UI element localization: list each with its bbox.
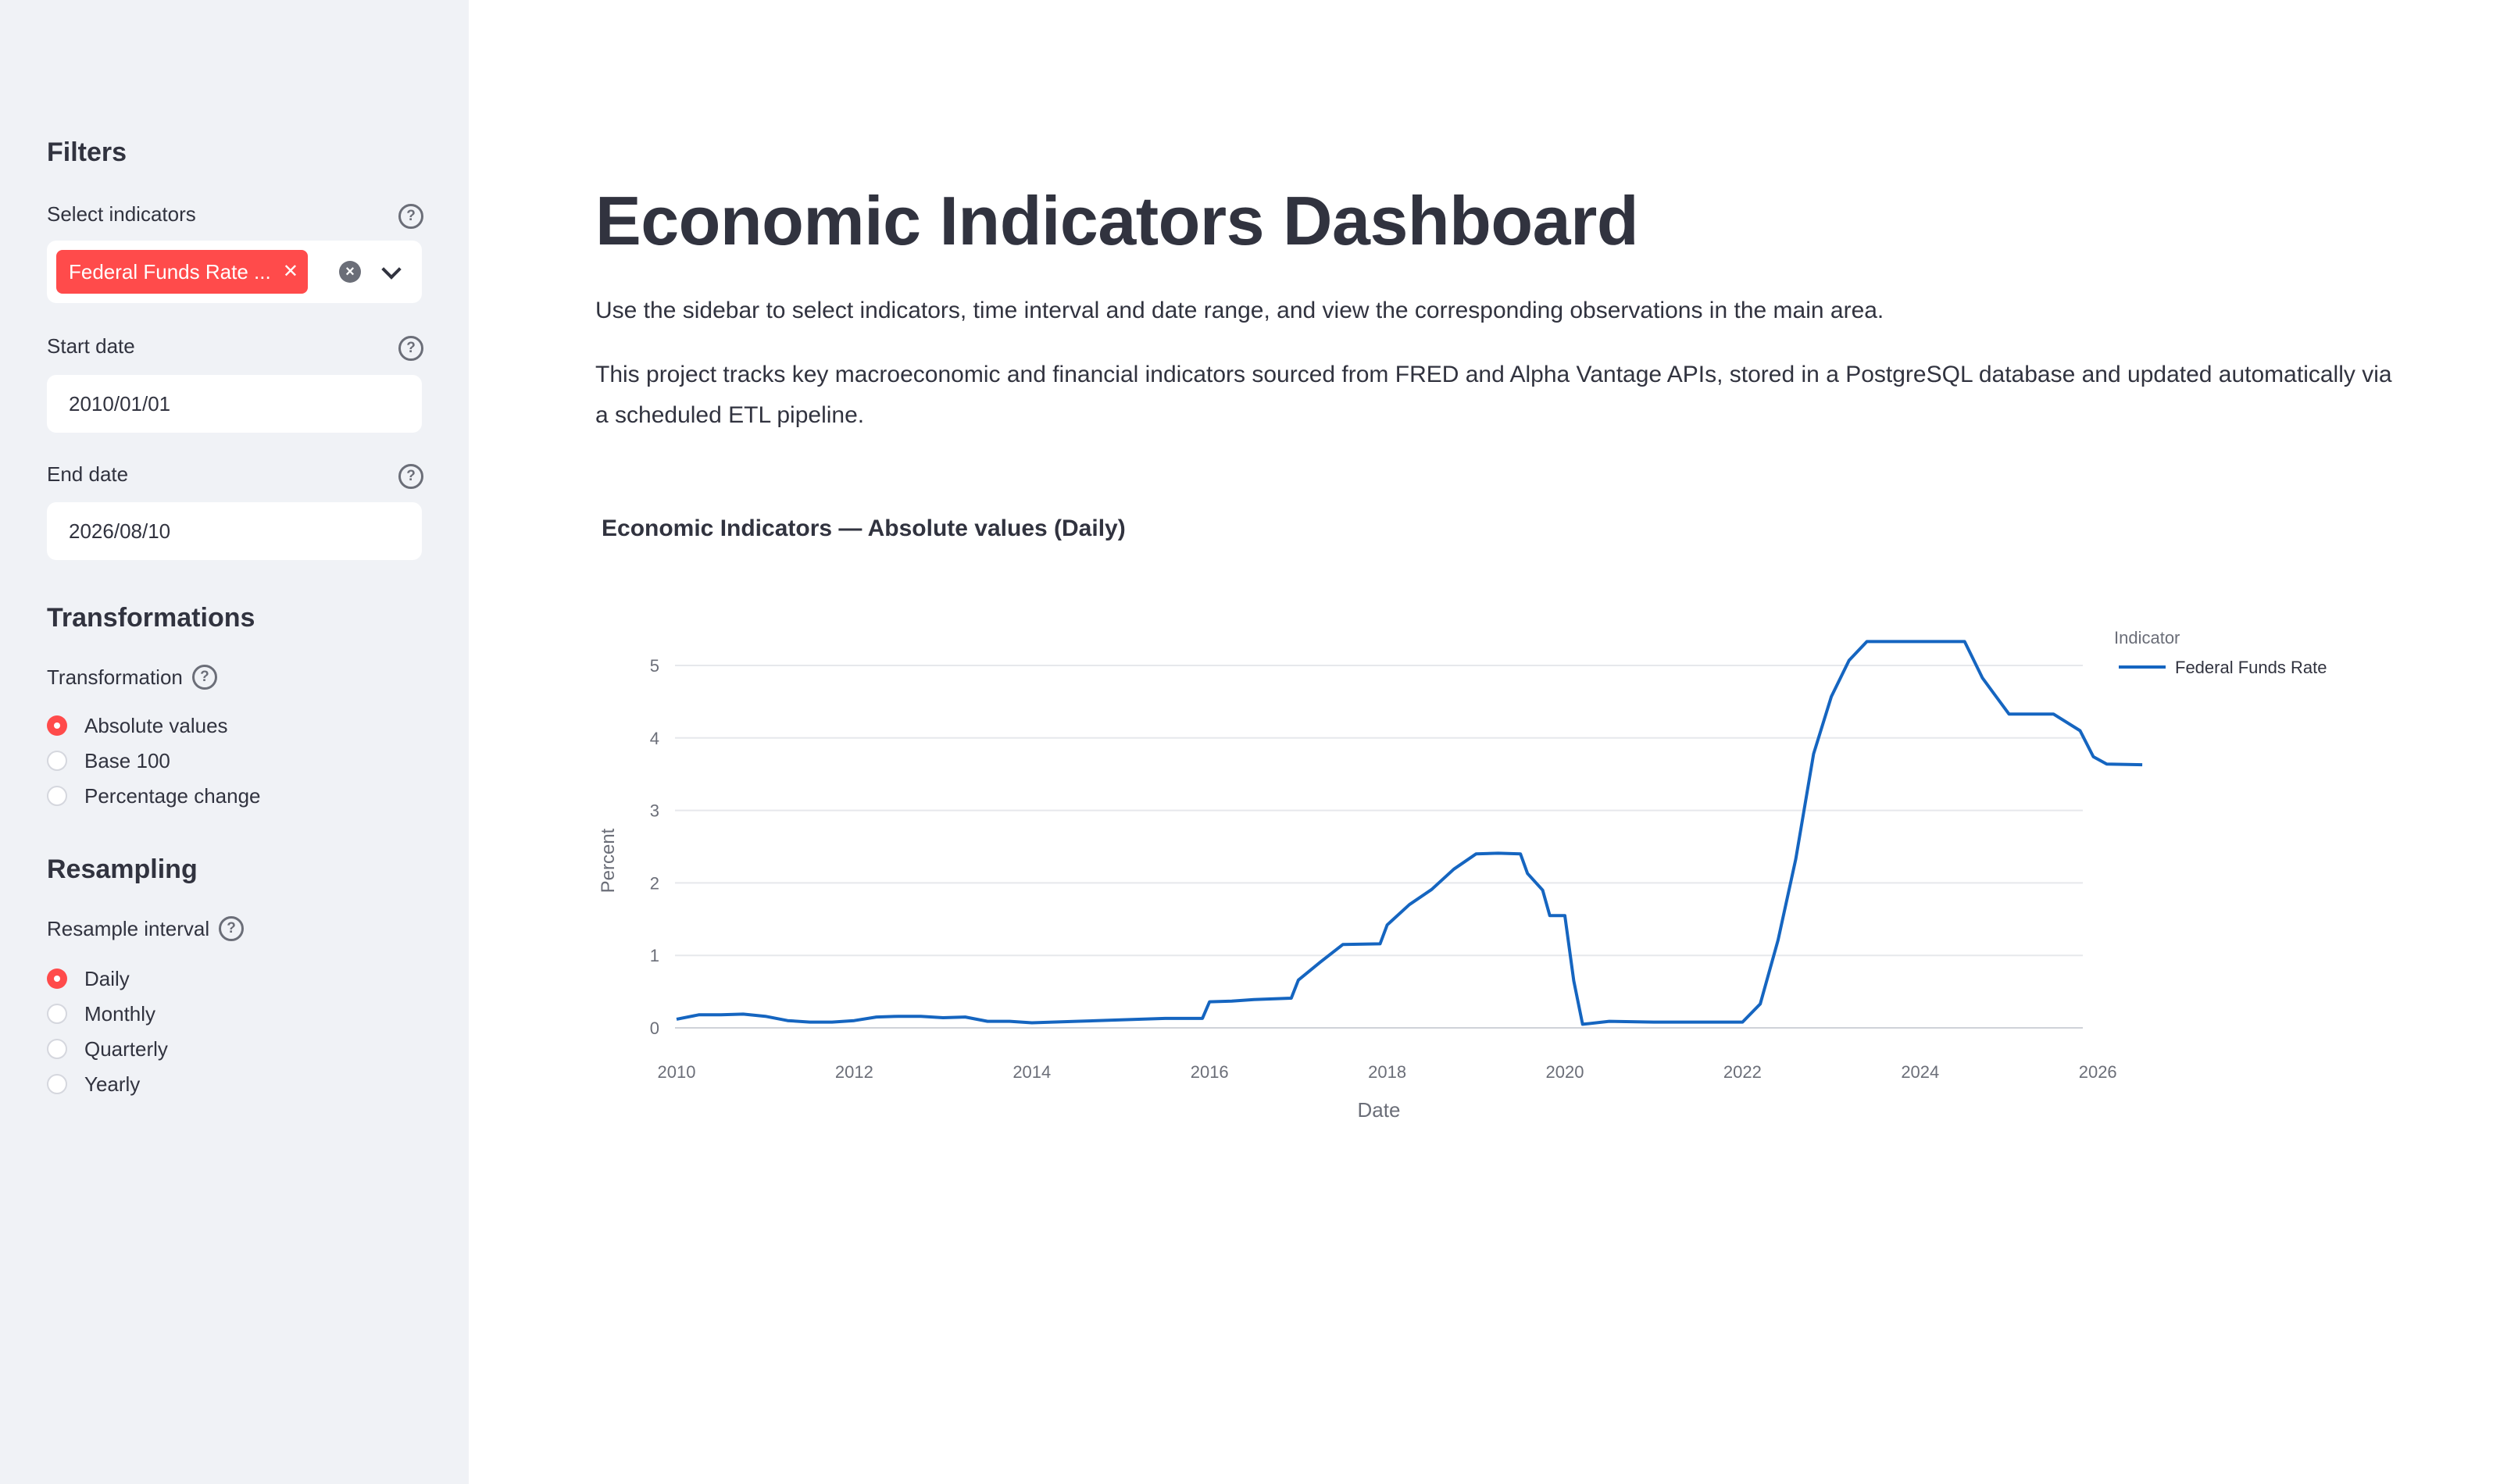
- radio-label: Quarterly: [84, 1037, 168, 1061]
- selected-indicator-chip: Federal Funds Rate ... ✕: [56, 250, 308, 294]
- x-tick-label: 2026: [2079, 1062, 2117, 1082]
- main-area: Economic Indicators Dashboard Use the si…: [469, 0, 2500, 1484]
- x-tick-label: 2010: [658, 1062, 696, 1082]
- transformation-help-icon[interactable]: ?: [191, 665, 217, 690]
- y-tick-label: 0: [650, 1018, 659, 1038]
- select-indicators-label: Select indicators: [47, 202, 196, 226]
- radio-button[interactable]: [47, 1004, 67, 1024]
- radio-button[interactable]: [47, 786, 67, 806]
- clear-all-icon[interactable]: ×: [339, 261, 361, 283]
- x-tick-label: 2020: [1546, 1062, 1584, 1082]
- series-line-federal-funds-rate: [676, 640, 2143, 1026]
- indicators-multiselect[interactable]: Federal Funds Rate ... ✕ ×: [47, 241, 422, 303]
- x-tick-label: 2016: [1191, 1062, 1229, 1082]
- x-tick-label: 2012: [835, 1062, 873, 1082]
- resampling-heading: Resampling: [47, 854, 198, 884]
- transformation-label: Transformation?: [47, 665, 217, 691]
- x-tick-label: 2024: [1901, 1062, 1939, 1082]
- start-date-help-icon[interactable]: ?: [398, 336, 423, 361]
- radio-label: Base 100: [84, 749, 170, 772]
- chip-label: Federal Funds Rate ...: [69, 260, 271, 284]
- radio-button[interactable]: [47, 1039, 67, 1059]
- intro-text: Use the sidebar to select indicators, ti…: [595, 298, 1884, 323]
- start-date-label: Start date: [47, 334, 135, 358]
- x-axis-label: Date: [1358, 1098, 1401, 1122]
- radio-button[interactable]: [47, 751, 67, 771]
- resample-label-text: Resample interval: [47, 917, 210, 940]
- radio-label: Absolute values: [84, 714, 228, 737]
- transformation-label-text: Transformation: [47, 665, 183, 689]
- radio-label: Daily: [84, 967, 130, 990]
- sidebar: Filters Select indicators ? Federal Fund…: [0, 0, 469, 1484]
- y-axis-label: Percent: [598, 828, 619, 893]
- transformations-heading: Transformations: [47, 603, 255, 633]
- end-date-label: End date: [47, 462, 129, 486]
- chart-legend: Indicator Federal Funds Rate: [2114, 628, 2327, 677]
- chip-remove-icon[interactable]: ✕: [282, 261, 298, 282]
- radio-label: Monthly: [84, 1002, 156, 1026]
- y-tick-label: 5: [650, 656, 659, 676]
- end-date-help-icon[interactable]: ?: [398, 464, 423, 489]
- resample-label: Resample interval?: [47, 916, 245, 943]
- chevron-down-icon[interactable]: [381, 259, 402, 280]
- line-chart: 0 1 2 3 4 5 2010 2012 2014 2016 2018 2020 2022 2024 2…: [598, 628, 2327, 1122]
- legend-item-federal-funds-rate[interactable]: Federal Funds Rate: [2175, 658, 2327, 677]
- page-title: Economic Indicators Dashboard: [595, 182, 1639, 259]
- radio-button[interactable]: [47, 715, 67, 736]
- y-tick-label: 3: [650, 801, 659, 821]
- resample-help-icon[interactable]: ?: [219, 916, 245, 942]
- y-tick-label: 4: [650, 729, 659, 748]
- select-indicators-help-icon[interactable]: ?: [398, 204, 423, 229]
- y-tick-label: 1: [650, 946, 659, 965]
- end-date-input[interactable]: [47, 502, 422, 560]
- filters-heading: Filters: [47, 137, 127, 167]
- x-tick-label: 2022: [1723, 1062, 1762, 1082]
- chart-title: Economic Indicators — Absolute values (D…: [602, 515, 1126, 541]
- radio-label: Yearly: [84, 1072, 141, 1096]
- y-tick-label: 2: [650, 873, 659, 893]
- radio-label: Percentage change: [84, 784, 261, 808]
- radio-button[interactable]: [47, 1074, 67, 1094]
- x-tick-label: 2018: [1368, 1062, 1406, 1082]
- x-tick-label: 2014: [1012, 1062, 1051, 1082]
- radio-button[interactable]: [47, 969, 67, 989]
- legend-title: Indicator: [2114, 628, 2180, 647]
- start-date-input[interactable]: [47, 375, 422, 433]
- description-text: This project tracks key macroeconomic an…: [595, 362, 2392, 428]
